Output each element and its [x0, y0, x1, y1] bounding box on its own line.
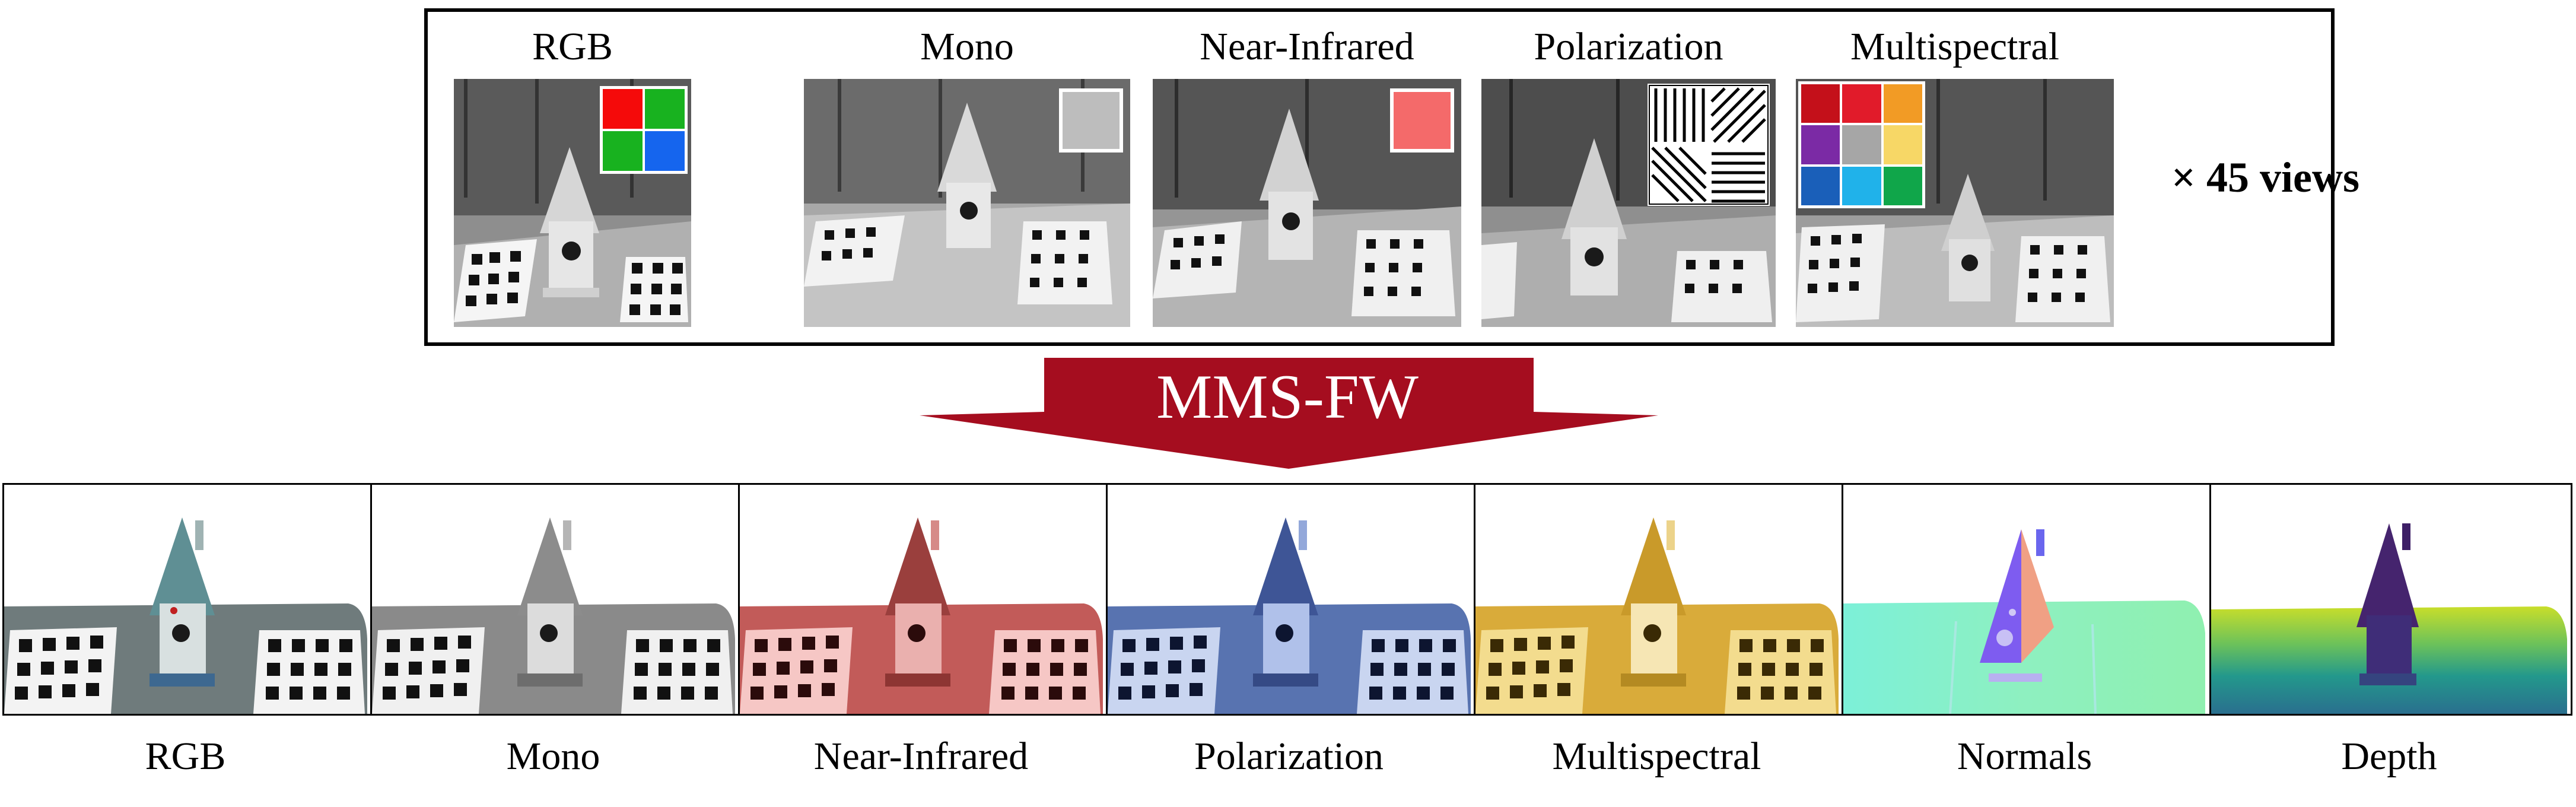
input-image-mono: [804, 79, 1130, 327]
output-divider: [1474, 485, 1475, 714]
output-image-rgb: [4, 485, 370, 714]
output-divider: [370, 485, 372, 714]
output-image-mono: [372, 485, 738, 714]
nir-filter-icon: [1390, 88, 1454, 152]
output-image-multispectral: [1475, 485, 1842, 714]
output-image-nir: [740, 485, 1106, 714]
input-image-multispectral: [1796, 79, 2114, 327]
output-image-polarization: [1108, 485, 1474, 714]
method-label: MMS-FW: [1156, 362, 1419, 431]
output-label-nir: Near-Infrared: [813, 735, 1029, 778]
output-divider: [2209, 485, 2211, 714]
output-label-multispectral: Multispectral: [1552, 735, 1761, 778]
input-label-multispectral: Multispectral: [1850, 25, 2059, 68]
output-label-mono: Mono: [506, 735, 600, 778]
mono-filter-icon: [1059, 88, 1123, 152]
input-image-polarization: [1481, 79, 1776, 327]
multispectral-filter-icon: [1798, 81, 1925, 208]
input-image-nir: [1153, 79, 1461, 327]
output-image-depth: [2211, 485, 2571, 714]
input-label-mono: Mono: [920, 25, 1014, 68]
output-divider: [738, 485, 740, 714]
output-renderings-strip: [2, 483, 2572, 716]
input-label-nir: Near-Infrared: [1200, 25, 1414, 68]
rgb-bayer-filter-icon: [600, 86, 688, 174]
method-arrow: [920, 358, 1658, 469]
output-label-polarization: Polarization: [1194, 735, 1384, 778]
input-label-polarization: Polarization: [1534, 25, 1723, 68]
output-label-normals: Normals: [1957, 735, 2092, 778]
output-image-normals: [1843, 485, 2209, 714]
input-captures-box: RGB Mono: [424, 8, 2335, 346]
output-divider: [1106, 485, 1108, 714]
output-divider: [1842, 485, 1843, 714]
input-image-rgb: [454, 79, 691, 327]
polarization-filter-icon: [1648, 84, 1770, 206]
output-label-rgb: RGB: [145, 735, 226, 778]
input-label-rgb: RGB: [532, 25, 613, 68]
output-label-depth: Depth: [2341, 735, 2437, 778]
views-count-label: × 45 views: [2171, 154, 2360, 201]
